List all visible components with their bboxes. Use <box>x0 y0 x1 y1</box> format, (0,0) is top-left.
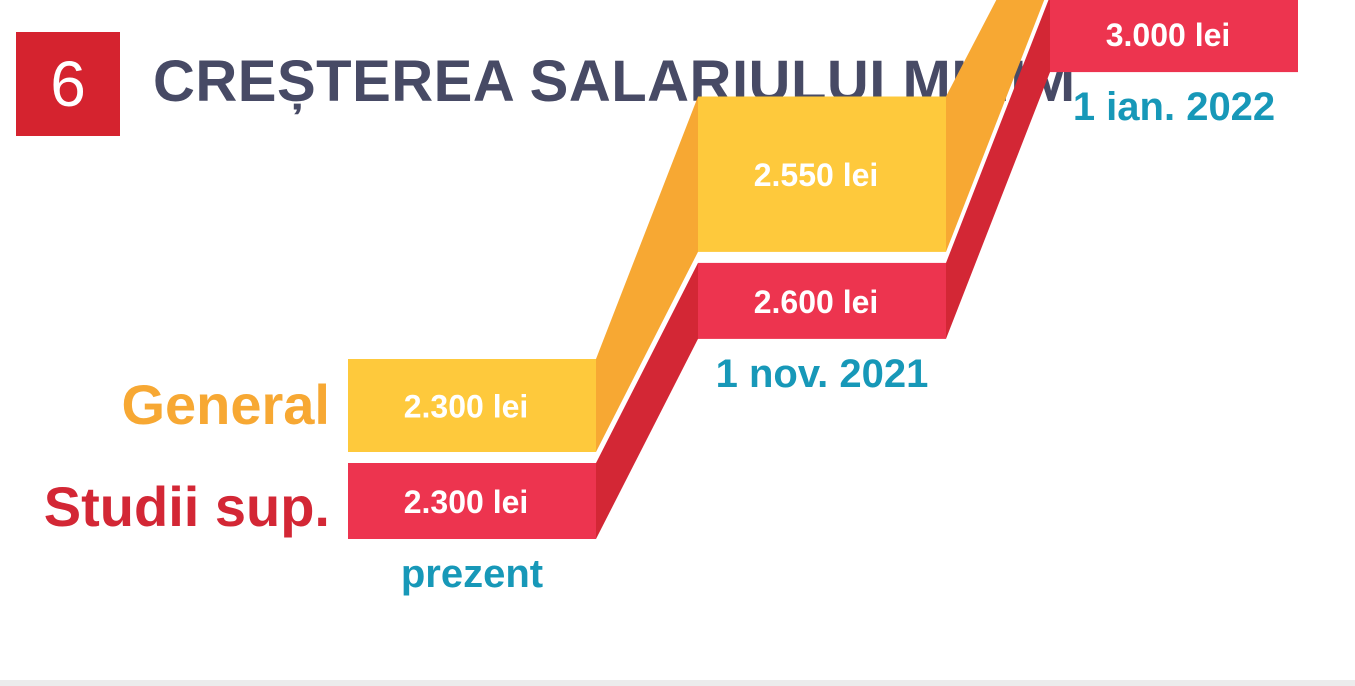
studii-bar-0 <box>348 463 596 539</box>
legend-studii-sup: Studii sup. <box>43 475 330 538</box>
studii-riser-1 <box>946 0 1050 339</box>
studii-riser-0 <box>596 262 698 539</box>
general-riser-1 <box>946 0 1045 252</box>
category-label-1: 1 nov. 2021 <box>716 352 929 396</box>
studii-value-label-0: 2.300 lei <box>404 484 529 520</box>
general-riser-0 <box>596 96 698 452</box>
section-number: 6 <box>50 48 86 120</box>
studii-bar-2 <box>1050 0 1298 73</box>
general-value-label-0: 2.300 lei <box>404 389 529 425</box>
general-bar-1 <box>698 96 946 252</box>
studii-bar-1 <box>698 262 946 339</box>
legend-general: General <box>121 373 330 436</box>
general-bar-0 <box>348 359 596 452</box>
section-number-badge: 6 <box>16 32 120 136</box>
studii-value-label-1: 2.600 lei <box>754 284 879 320</box>
general-value-label-1: 2.550 lei <box>754 157 879 193</box>
studii-value-label-2: 3.000 lei <box>1106 17 1231 53</box>
bottom-divider <box>0 680 1355 686</box>
category-label-0: prezent <box>401 552 543 596</box>
category-label-2: 1 ian. 2022 <box>1073 85 1275 129</box>
